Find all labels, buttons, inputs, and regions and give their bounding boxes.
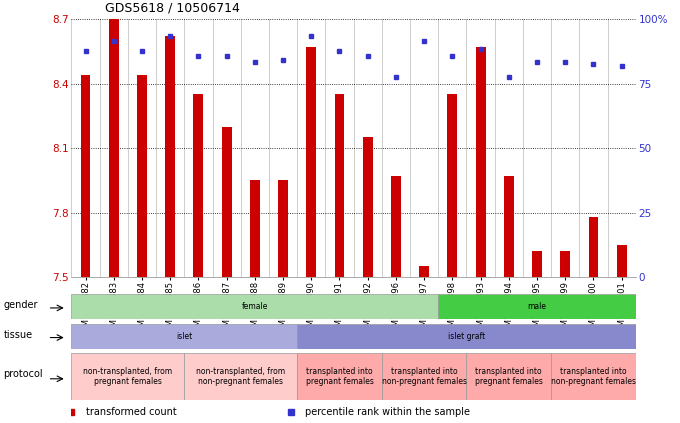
- Text: tissue: tissue: [3, 330, 33, 340]
- Text: transformed count: transformed count: [86, 407, 177, 418]
- Bar: [306, 47, 316, 277]
- Text: transplanted into
pregnant females: transplanted into pregnant females: [475, 367, 543, 386]
- Bar: [391, 176, 401, 277]
- Text: gender: gender: [3, 300, 38, 310]
- Text: transplanted into
non-pregnant females: transplanted into non-pregnant females: [551, 367, 636, 386]
- Text: percentile rank within the sample: percentile rank within the sample: [305, 407, 471, 418]
- Bar: [222, 126, 232, 277]
- Bar: [588, 217, 598, 277]
- Text: islet: islet: [176, 332, 192, 341]
- Bar: [335, 94, 345, 277]
- Bar: [504, 176, 514, 277]
- Text: protocol: protocol: [3, 369, 43, 379]
- Bar: [466, 353, 551, 400]
- Text: non-transplanted, from
non-pregnant females: non-transplanted, from non-pregnant fema…: [196, 367, 286, 386]
- Bar: [250, 180, 260, 277]
- Bar: [447, 94, 458, 277]
- Text: transplanted into
pregnant females: transplanted into pregnant females: [305, 367, 373, 386]
- Bar: [71, 324, 297, 349]
- Bar: [551, 353, 636, 400]
- Bar: [382, 353, 466, 400]
- Bar: [297, 324, 636, 349]
- Bar: [71, 294, 439, 319]
- Bar: [475, 47, 486, 277]
- Text: male: male: [528, 302, 547, 311]
- Bar: [80, 75, 90, 277]
- Text: islet graft: islet graft: [448, 332, 485, 341]
- Bar: [184, 353, 297, 400]
- Text: female: female: [241, 302, 268, 311]
- Bar: [439, 294, 636, 319]
- Bar: [109, 19, 119, 277]
- Text: transplanted into
non-pregnant females: transplanted into non-pregnant females: [381, 367, 466, 386]
- Bar: [532, 251, 542, 277]
- Bar: [137, 75, 147, 277]
- Text: non-transplanted, from
pregnant females: non-transplanted, from pregnant females: [83, 367, 173, 386]
- Bar: [193, 94, 203, 277]
- Text: GDS5618 / 10506714: GDS5618 / 10506714: [105, 2, 240, 15]
- Bar: [617, 245, 627, 277]
- Bar: [165, 36, 175, 277]
- Bar: [278, 180, 288, 277]
- Bar: [71, 353, 184, 400]
- Bar: [362, 137, 373, 277]
- Bar: [297, 353, 382, 400]
- Bar: [560, 251, 571, 277]
- Bar: [419, 266, 429, 277]
